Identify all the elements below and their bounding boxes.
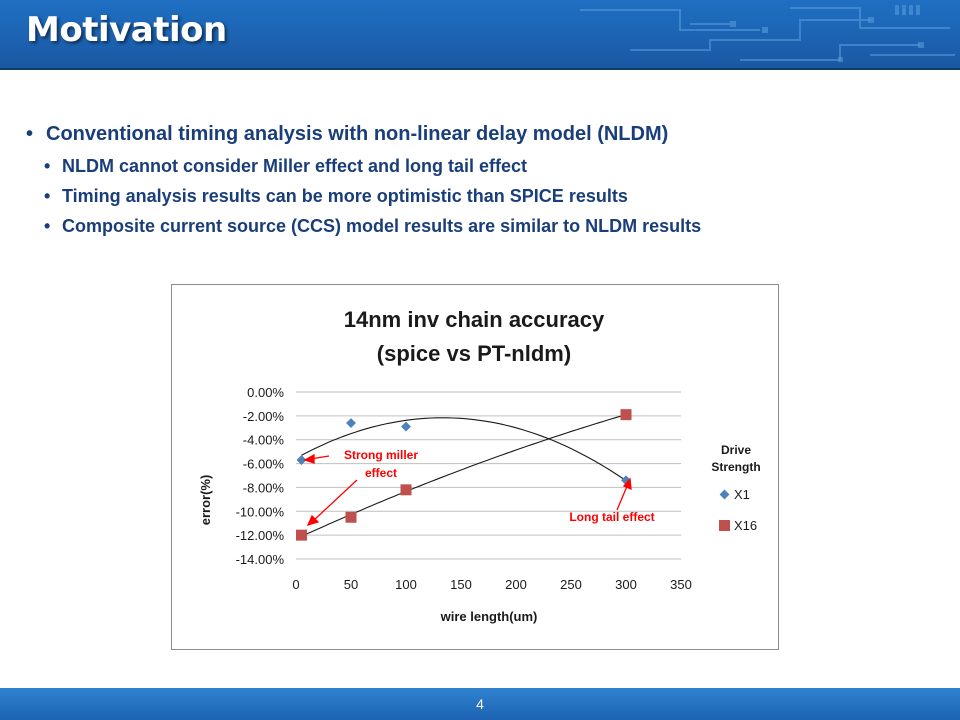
annotation-miller-line1: Strong miller <box>344 448 418 462</box>
point-x1 <box>401 421 411 432</box>
bullet-main: Conventional timing analysis with non-li… <box>26 120 946 148</box>
x-axis-ticks: 0 50 100 150 200 250 300 350 <box>292 577 691 592</box>
slide-footer: 4 <box>0 688 960 720</box>
x-tick-label: 100 <box>395 577 417 592</box>
x-axis-label: wire length(um) <box>440 609 538 624</box>
miller-arrow-1-head <box>303 453 315 464</box>
annotation-long-tail: Long tail effect <box>569 510 654 524</box>
trendline-x1 <box>301 417 627 482</box>
page-number: 4 <box>476 696 484 712</box>
chart-frame: 14nm inv chain accuracy (spice vs PT-nld… <box>171 284 779 650</box>
point-x16 <box>400 484 412 496</box>
y-tick-label: -2.00% <box>243 409 285 424</box>
bullet-list: Conventional timing analysis with non-li… <box>26 120 946 238</box>
y-axis-ticks: 0.00% -2.00% -4.00% -6.00% -8.00% -10.00% -12.… <box>236 385 285 567</box>
bullet-sub-3: Composite current source (CCS) model res… <box>26 214 946 238</box>
long-tail-arrow-head <box>622 477 632 491</box>
y-tick-label: -4.00% <box>243 433 285 448</box>
point-x16 <box>296 529 307 541</box>
chart-gridlines <box>296 391 681 560</box>
slide-header: Motivation <box>0 0 960 70</box>
point-x1 <box>346 418 356 428</box>
y-tick-label: -12.00% <box>236 528 285 543</box>
miller-arrow-2 <box>312 479 358 522</box>
legend-title-line1: Drive <box>721 443 751 457</box>
miller-arrow-2-head <box>306 514 320 527</box>
legend-title-line2: Strength <box>711 460 760 474</box>
y-tick-label: 0.00% <box>247 385 284 400</box>
x-tick-label: 0 <box>292 577 299 592</box>
chart-title-line2: (spice vs PT-nldm) <box>377 341 571 366</box>
y-tick-label: -10.00% <box>236 504 285 519</box>
bullet-sub-2: Timing analysis results can be more opti… <box>26 184 946 208</box>
x-tick-label: 200 <box>505 577 527 592</box>
slide-title: Motivation <box>26 10 227 50</box>
x-tick-label: 150 <box>450 577 472 592</box>
point-x16 <box>620 409 632 421</box>
x-tick-label: 50 <box>344 577 358 592</box>
y-tick-label: -14.00% <box>236 552 285 567</box>
chart-title-line1: 14nm inv chain accuracy <box>344 307 605 332</box>
legend-marker-x16 <box>719 520 730 531</box>
point-x16 <box>345 511 357 523</box>
legend-label-x16: X16 <box>734 518 757 533</box>
x-tick-label: 300 <box>615 577 637 592</box>
header-divider <box>0 68 960 70</box>
bullet-sub-1: NLDM cannot consider Miller effect and l… <box>26 154 946 178</box>
annotation-miller-line2: effect <box>365 466 397 480</box>
chart: 14nm inv chain accuracy (spice vs PT-nld… <box>198 307 761 624</box>
legend-marker-x1 <box>719 489 730 500</box>
y-tick-label: -8.00% <box>243 480 285 495</box>
legend-label-x1: X1 <box>734 487 750 502</box>
x-tick-label: 350 <box>670 577 692 592</box>
circuit-pattern-decoration <box>580 5 955 62</box>
y-axis-label: error(%) <box>198 475 213 526</box>
x-tick-label: 250 <box>560 577 582 592</box>
long-tail-arrow <box>616 483 629 511</box>
y-tick-label: -6.00% <box>243 457 285 472</box>
